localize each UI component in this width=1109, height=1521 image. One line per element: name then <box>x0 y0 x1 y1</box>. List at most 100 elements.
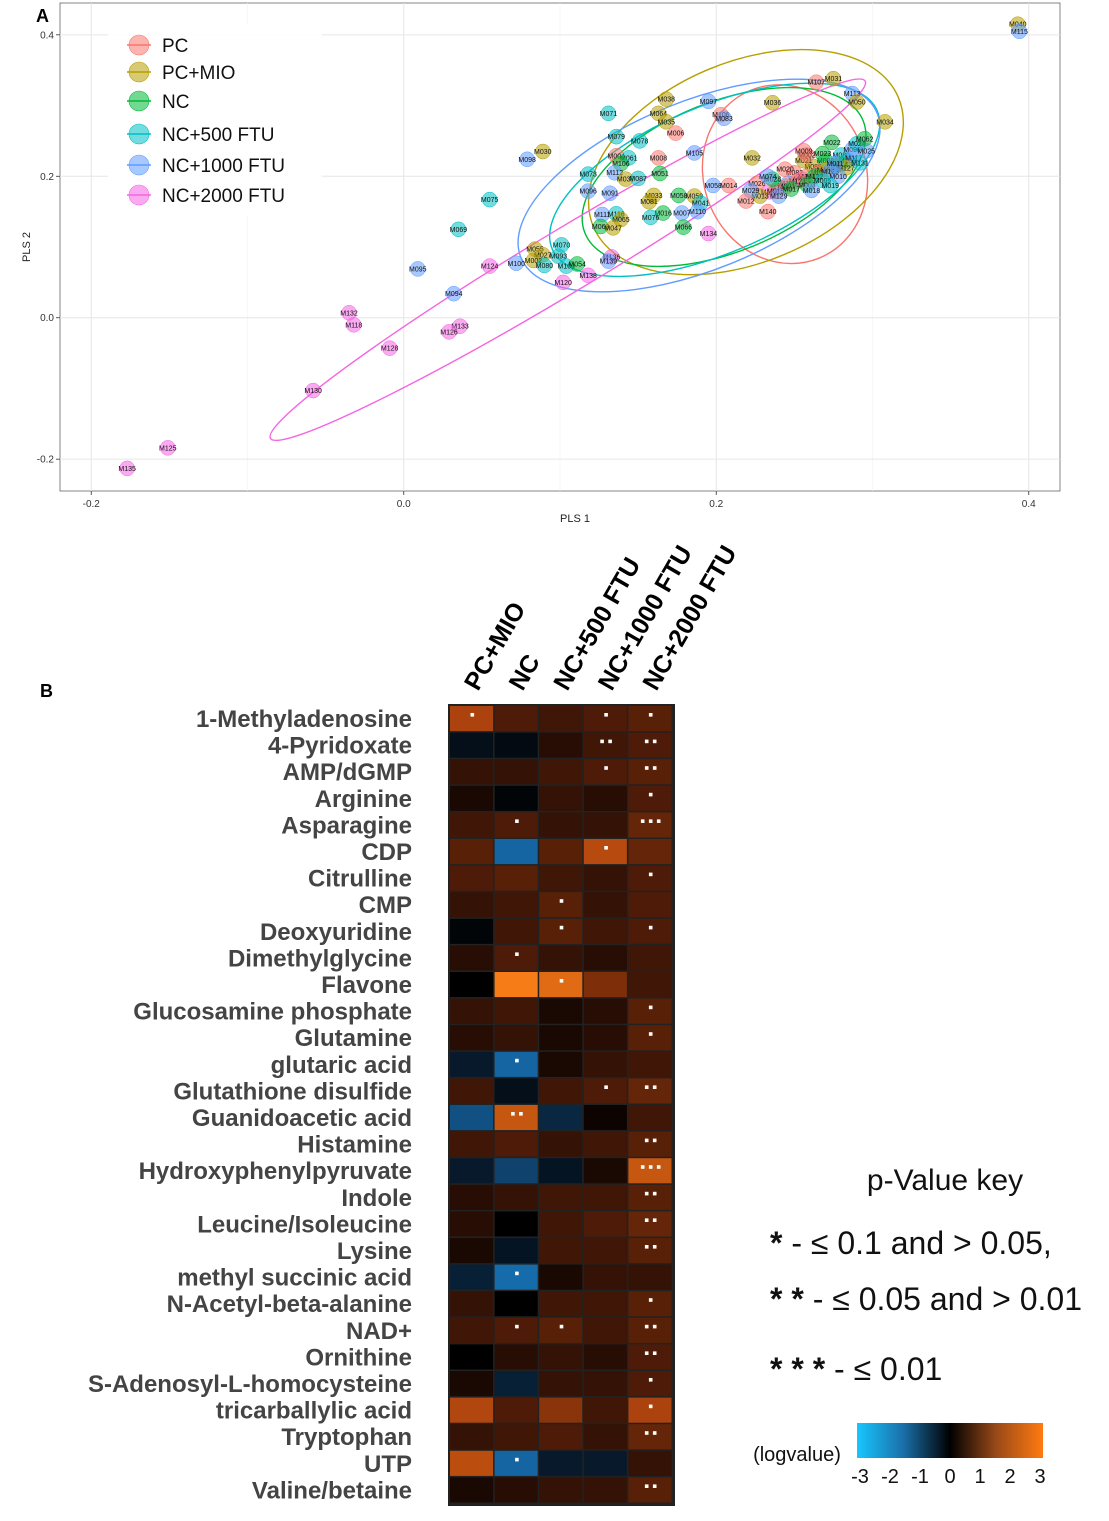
point-label: M004 <box>607 153 625 160</box>
heatmap-cell <box>628 1131 672 1157</box>
heatmap-cell <box>628 945 672 971</box>
heatmap-cell <box>583 1397 627 1423</box>
heatmap-cell <box>539 1051 583 1077</box>
heatmap-cell <box>450 1371 494 1397</box>
p-value-key-line: * - ≤ 0.1 and > 0.05, <box>770 1225 1052 1261</box>
heatmap-cell <box>450 998 494 1024</box>
heatmap-row-label: Glutathione disulfide <box>173 1078 412 1105</box>
heatmap-row-label: CMP <box>359 892 412 919</box>
significance-star <box>604 1085 608 1089</box>
point-label: M110 <box>689 209 706 216</box>
significance-star <box>604 713 608 717</box>
heatmap-cell <box>628 1211 672 1237</box>
x-axis-title: PLS 1 <box>560 513 590 525</box>
point-label: M082 <box>786 170 804 177</box>
point-label: M085 <box>804 164 822 171</box>
data-point <box>796 143 812 159</box>
significance-star <box>652 1085 657 1089</box>
point-label: M011 <box>827 161 844 168</box>
point-label: M055 <box>526 247 544 254</box>
heatmap-row-label: Indole <box>341 1185 412 1212</box>
heatmap-cell <box>450 1105 494 1131</box>
heatmap-cell <box>450 1051 494 1077</box>
heatmap-row-label: Leucine/Isoleucine <box>197 1211 412 1238</box>
heatmap-cell <box>494 785 538 811</box>
significance-star <box>515 1324 519 1329</box>
heatmap-cell <box>539 1238 583 1264</box>
legend-label: NC+500 FTU <box>162 125 274 146</box>
heatmap-cell <box>450 945 494 971</box>
heatmap-row-label: Asparagine <box>281 812 412 839</box>
data-point <box>569 256 585 272</box>
point-label: M022 <box>823 140 841 147</box>
significance-star <box>648 872 653 877</box>
significance-star <box>644 1085 649 1089</box>
heatmap-cell <box>628 1238 672 1264</box>
heatmap-cell <box>494 972 538 998</box>
data-point <box>658 114 674 130</box>
significance-star <box>519 1112 523 1116</box>
heatmap-cell <box>494 1424 538 1450</box>
data-point <box>658 91 674 107</box>
significance-star <box>644 1191 649 1196</box>
heatmap-row-label: S-Adenosyl-L-homocysteine <box>88 1371 412 1398</box>
p-value-key-text: - ≤ 0.1 and > 0.05, <box>791 1225 1051 1261</box>
heatmap-cell <box>450 785 494 811</box>
heatmap-row-label: 4-Pyridoxate <box>268 733 412 760</box>
point-label: M080 <box>536 263 554 270</box>
p-value-key-stars: * * * <box>770 1351 834 1387</box>
legend-label: NC <box>162 92 189 113</box>
significance-star <box>648 1032 653 1036</box>
point-label: M029 <box>742 188 760 195</box>
point-label: M032 <box>743 155 761 162</box>
heatmap-cell <box>450 839 494 865</box>
point-label: M115 <box>1011 29 1028 36</box>
significance-star <box>559 899 564 903</box>
point-label: M027 <box>534 252 552 259</box>
point-label: M050 <box>848 100 866 107</box>
significance-star <box>515 952 519 956</box>
point-label: M128 <box>381 346 399 353</box>
p-value-key-stars: * * <box>770 1281 813 1317</box>
data-point <box>877 114 893 130</box>
significance-star <box>644 1484 649 1488</box>
heatmap-cell <box>583 1211 627 1237</box>
p-value-key-lines: * - ≤ 0.1 and > 0.05, * * - ≤ 0.05 and > … <box>770 1225 1082 1387</box>
heatmap-cell <box>494 1371 538 1397</box>
data-point <box>536 257 553 274</box>
data-point <box>450 221 467 238</box>
color-scale: (logvalue) -3 -2 -1 0 1 2 3 <box>753 1423 1046 1488</box>
heatmap-cell <box>494 1211 538 1237</box>
point-label: M070 <box>553 242 571 249</box>
point-label: M019 <box>822 183 840 190</box>
heatmap-row-label: 1-Methyladenosine <box>196 706 412 733</box>
heatmap-cell <box>450 1397 494 1423</box>
heatmap-cell <box>539 1025 583 1051</box>
heatmap-cell <box>539 892 583 918</box>
point-label: M016 <box>654 211 672 218</box>
heatmap-cell <box>494 1131 538 1157</box>
data-point <box>760 203 776 220</box>
heatmap-row-label: AMP/dGMP <box>283 759 412 786</box>
data-point <box>605 220 621 236</box>
heatmap-cell <box>450 1477 494 1503</box>
point-label: M061 <box>620 155 638 162</box>
point-label: M076 <box>642 215 660 222</box>
heatmap-cell <box>583 1105 627 1131</box>
data-point <box>689 203 706 220</box>
point-label: M120 <box>554 280 572 287</box>
significance-star <box>652 1431 657 1435</box>
ellipse-nc-2000-ftu <box>269 78 867 442</box>
p-value-key-line: * * - ≤ 0.05 and > 0.01 <box>770 1281 1082 1317</box>
point-label: M089 <box>832 153 850 160</box>
data-point <box>508 255 524 272</box>
heatmap-cell <box>450 1158 494 1184</box>
significance-star <box>644 1324 649 1329</box>
data-point <box>822 177 839 194</box>
heatmap-cell <box>539 812 583 838</box>
point-label: M094 <box>445 291 463 298</box>
heatmap-cell <box>450 1450 494 1476</box>
x-tick-label: 0.0 <box>397 499 411 510</box>
heatmap-cell <box>628 1371 672 1397</box>
significance-star <box>644 1218 649 1222</box>
